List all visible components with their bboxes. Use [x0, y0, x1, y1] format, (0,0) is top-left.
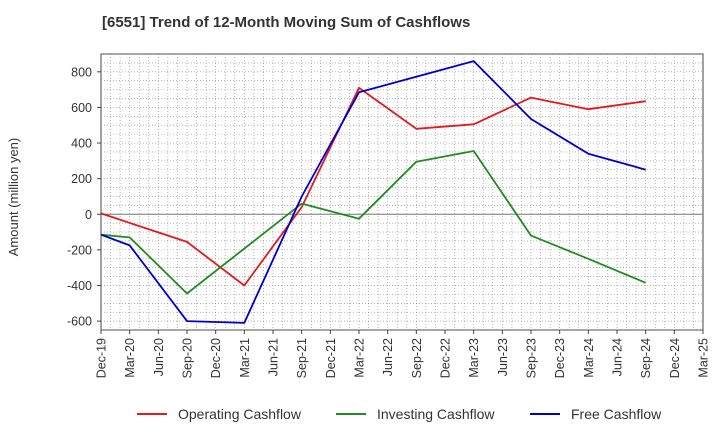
legend-label: Free Cashflow — [571, 406, 662, 422]
x-tick-label: Mar-25 — [697, 338, 711, 378]
x-tick-label: Dec-23 — [553, 338, 567, 378]
x-tick-label: Jun-20 — [152, 338, 166, 376]
y-tick-label: -200 — [67, 243, 92, 257]
series-line-0 — [100, 86, 646, 287]
x-tick-label: Jun-24 — [611, 338, 625, 376]
x-tick-label: Sep-21 — [295, 338, 309, 378]
x-tick-label: Sep-24 — [639, 338, 653, 378]
x-tick-label: Mar-23 — [467, 338, 481, 378]
y-axis-label: Amount (million yen) — [6, 138, 21, 257]
x-tick-label: Dec-24 — [668, 338, 682, 378]
x-tick-label: Dec-20 — [209, 338, 223, 378]
x-tick-label: Dec-19 — [95, 338, 109, 378]
chart-title: [6551] Trend of 12-Month Moving Sum of C… — [102, 14, 471, 31]
x-tick-label: Dec-22 — [439, 338, 453, 378]
x-tick-label: Mar-22 — [353, 338, 367, 378]
y-tick-label: 0 — [85, 208, 92, 222]
x-tick-label: Sep-23 — [525, 338, 539, 378]
legend: Operating Cashflow Investing Cashflow Free… — [137, 406, 662, 422]
y-tick-label: 200 — [71, 172, 92, 186]
x-tick-label: Dec-21 — [324, 338, 338, 378]
series-line-1 — [100, 150, 647, 295]
x-tick-label: Mar-20 — [123, 338, 137, 378]
axis-layer: -600 -400 -200 0 200 400 600 800 Dec-19 Mar-20 Jun… — [6, 65, 711, 378]
y-tick-label: -600 — [67, 315, 92, 329]
x-tick-label: Jun-22 — [381, 338, 395, 376]
legend-label: Operating Cashflow — [178, 406, 302, 422]
x-tick-label: Sep-22 — [410, 338, 424, 378]
y-tick-label: 800 — [71, 65, 92, 79]
series-line-2 — [100, 60, 646, 324]
grid-layer — [100, 53, 704, 331]
x-tick-label: Jun-21 — [267, 338, 281, 376]
series-layer — [100, 60, 647, 324]
x-tick-label: Jun-23 — [496, 338, 510, 376]
plot-area-border — [100, 53, 704, 331]
x-tick-label: Mar-24 — [582, 338, 596, 378]
y-tick-label: 600 — [71, 101, 92, 115]
x-tick-label: Mar-21 — [238, 338, 252, 378]
y-tick-label: -400 — [67, 279, 92, 293]
y-tick-label: 400 — [71, 137, 92, 151]
legend-label: Investing Cashflow — [377, 406, 495, 422]
x-tick-label: Sep-20 — [181, 338, 195, 378]
